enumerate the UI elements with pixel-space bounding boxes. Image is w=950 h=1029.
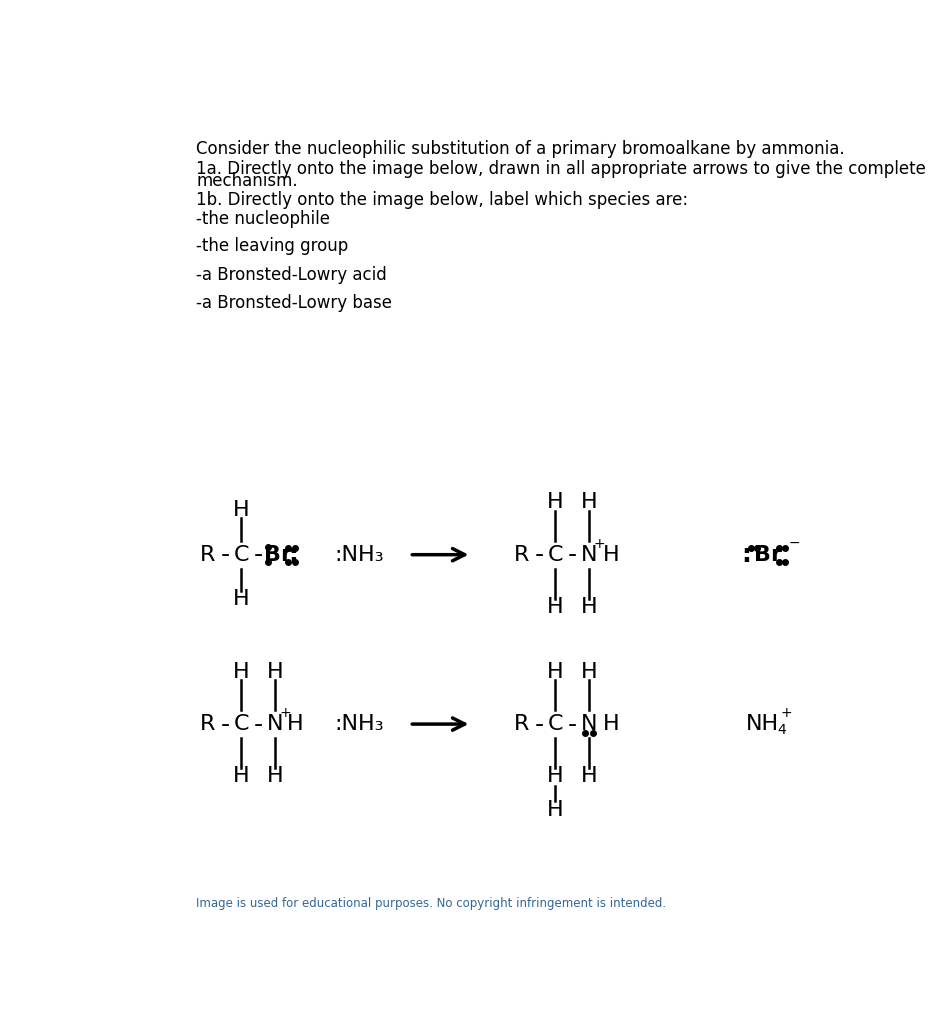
Text: :: :: [742, 542, 751, 567]
Text: -: -: [221, 542, 230, 567]
Text: H: H: [267, 767, 284, 786]
Text: -: -: [535, 543, 544, 567]
Text: -: -: [221, 713, 230, 737]
Text: :NH₃: :NH₃: [334, 544, 384, 565]
Text: H: H: [602, 714, 619, 734]
Text: -: -: [567, 713, 577, 737]
Text: H: H: [580, 662, 598, 682]
Text: :NH₃: :NH₃: [334, 714, 384, 734]
Text: -the leaving group: -the leaving group: [197, 238, 349, 255]
Text: H: H: [233, 590, 250, 609]
Text: mechanism.: mechanism.: [197, 172, 298, 190]
Text: H: H: [233, 767, 250, 786]
Text: H: H: [580, 492, 598, 512]
Text: C: C: [234, 544, 249, 565]
Text: N: N: [580, 714, 598, 734]
Text: -: -: [567, 543, 577, 567]
Text: H: H: [233, 500, 250, 520]
Text: H: H: [547, 801, 563, 820]
Text: -: -: [254, 713, 263, 737]
Text: :: :: [288, 542, 298, 567]
Text: +: +: [279, 706, 292, 720]
Text: Br: Br: [263, 544, 292, 565]
Text: 4: 4: [777, 723, 786, 737]
Text: C: C: [234, 714, 249, 734]
Text: +: +: [781, 706, 792, 720]
Text: N: N: [580, 544, 598, 565]
Text: −: −: [788, 536, 800, 551]
Text: NH: NH: [746, 714, 779, 734]
Text: -the nucleophile: -the nucleophile: [197, 210, 331, 227]
Text: H: H: [602, 544, 619, 565]
Text: R: R: [200, 714, 216, 734]
Text: -a Bronsted-Lowry base: -a Bronsted-Lowry base: [197, 294, 392, 313]
Text: +: +: [594, 537, 605, 551]
Text: R: R: [200, 544, 216, 565]
Text: Br: Br: [754, 544, 782, 565]
Text: Consider the nucleophilic substitution of a primary bromoalkane by ammonia.: Consider the nucleophilic substitution o…: [197, 140, 845, 158]
Text: N: N: [267, 714, 283, 734]
Text: -: -: [254, 543, 263, 567]
Text: C: C: [547, 544, 562, 565]
Text: H: H: [267, 662, 284, 682]
Text: 1b. Directly onto the image below, label which species are:: 1b. Directly onto the image below, label…: [197, 191, 689, 209]
Text: Image is used for educational purposes. No copyright infringement is intended.: Image is used for educational purposes. …: [197, 897, 666, 911]
Text: H: H: [580, 767, 598, 786]
Text: H: H: [233, 662, 250, 682]
Text: R: R: [514, 544, 529, 565]
Text: H: H: [287, 714, 304, 734]
Text: H: H: [547, 767, 563, 786]
Text: H: H: [547, 597, 563, 617]
Text: C: C: [547, 714, 562, 734]
Text: -: -: [535, 713, 544, 737]
Text: R: R: [514, 714, 529, 734]
Text: -a Bronsted-Lowry acid: -a Bronsted-Lowry acid: [197, 265, 387, 284]
Text: H: H: [547, 662, 563, 682]
Text: 1a. Directly onto the image below, drawn in all appropriate arrows to give the c: 1a. Directly onto the image below, drawn…: [197, 159, 926, 178]
Text: H: H: [580, 597, 598, 617]
Text: H: H: [547, 492, 563, 512]
